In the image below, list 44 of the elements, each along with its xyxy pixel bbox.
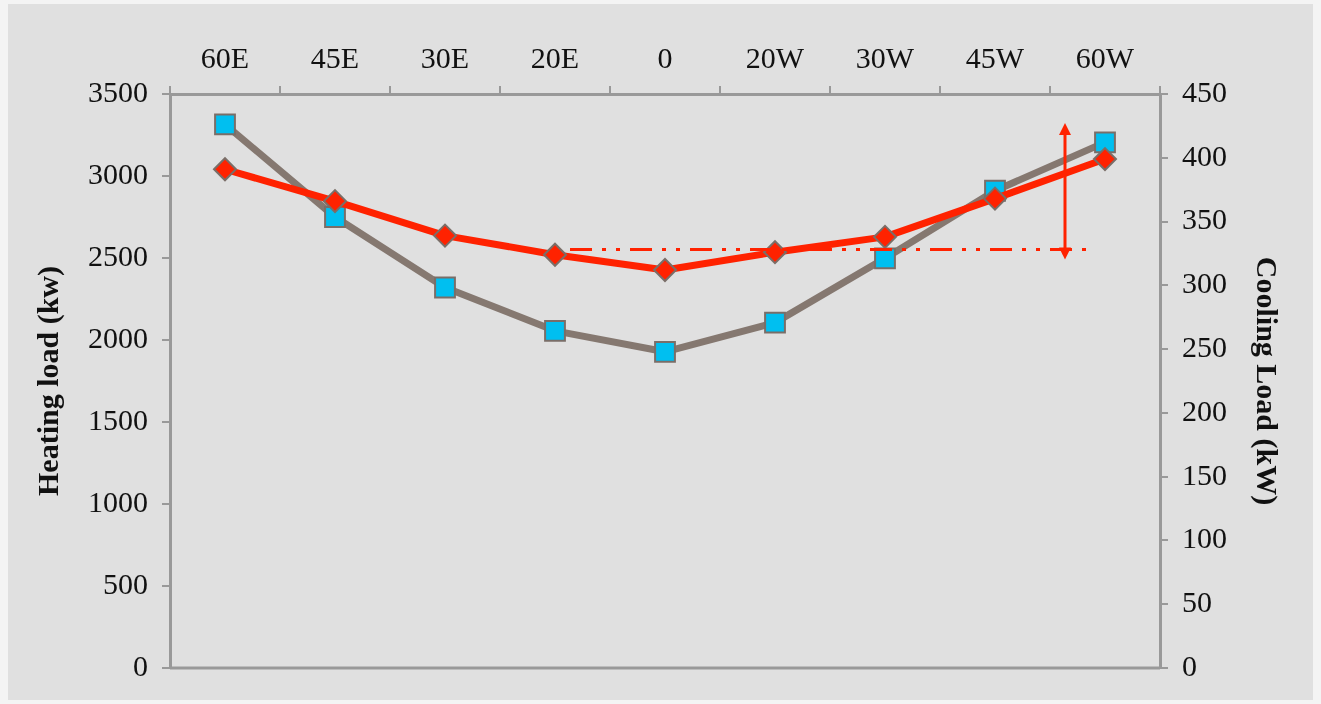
point [653, 258, 677, 283]
point [763, 240, 787, 265]
x-tick-label: 60E [200, 40, 250, 74]
y2-tick-label: 100 [1182, 521, 1227, 555]
x-tick-label: 30W [855, 40, 915, 74]
y2-tick-label: 400 [1182, 138, 1227, 172]
y-tick-label: 2500 [88, 238, 148, 272]
point [983, 186, 1007, 211]
point [433, 223, 457, 248]
x-tick-label: 45E [310, 40, 360, 74]
y-tick-label: 1000 [88, 484, 148, 518]
point [764, 311, 786, 334]
y-tick-label: 3000 [88, 156, 148, 190]
y2-tick-label: 350 [1182, 202, 1227, 236]
y-tick-label: 0 [133, 648, 148, 682]
point [873, 224, 897, 249]
x-tick-label: 20E [530, 40, 580, 74]
y2-tick-label: 300 [1182, 266, 1227, 300]
y2-tick-label: 250 [1182, 329, 1227, 363]
point [544, 319, 566, 342]
x-tick-label: 30E [420, 40, 470, 74]
point [1093, 147, 1117, 172]
point [323, 189, 347, 214]
y2-tick-label: 200 [1182, 393, 1227, 427]
y2-axis-title: Cooling Load (kW) [1250, 256, 1285, 506]
point [214, 113, 236, 136]
y-tick-label: 3500 [88, 74, 148, 108]
point [1094, 131, 1116, 154]
y-axis-title: Heating load (kw) [30, 265, 65, 497]
point [543, 242, 567, 267]
point [213, 157, 237, 182]
x-tick-label: 60W [1075, 40, 1135, 74]
y2-tick-label: 450 [1182, 74, 1227, 108]
y-tick-label: 1500 [88, 402, 148, 436]
y-tick-label: 2000 [88, 320, 148, 354]
point [654, 340, 676, 363]
point [434, 276, 456, 299]
y2-tick-label: 150 [1182, 457, 1227, 491]
y2-tick-label: 50 [1182, 585, 1212, 619]
x-tick-label: 45W [965, 40, 1025, 74]
x-tick-label: 0 [657, 40, 673, 74]
y-tick-label: 500 [103, 566, 148, 600]
x-tick-label: 20W [745, 40, 805, 74]
y2-tick-label: 0 [1182, 648, 1197, 682]
